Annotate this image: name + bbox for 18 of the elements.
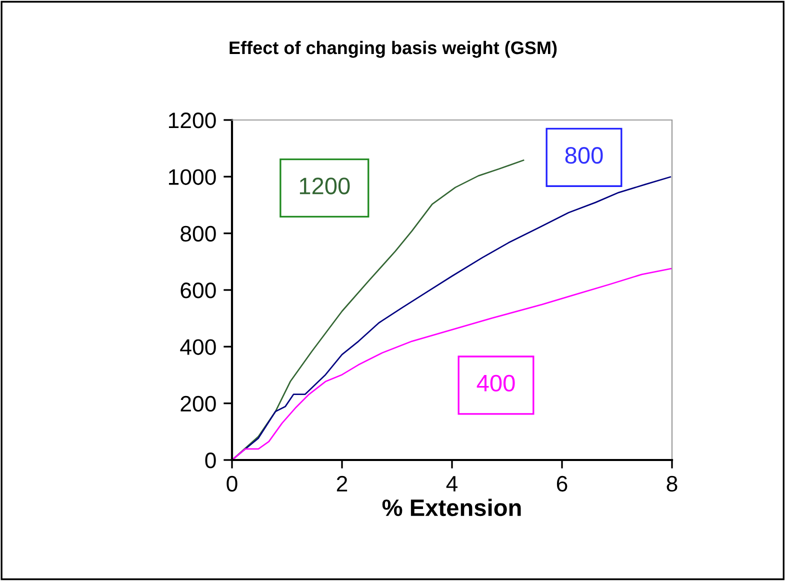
x-tick-label: 6 — [556, 476, 568, 492]
y-tick-label: 1200 — [168, 112, 216, 128]
y-tick-label: 400 — [180, 339, 216, 355]
x-tick-label: 0 — [226, 476, 238, 492]
series-label: 800 — [565, 147, 603, 164]
y-tick-label: 800 — [180, 226, 216, 242]
x-tick-label: 2 — [336, 476, 348, 492]
text: 400 — [476, 374, 515, 392]
x-axis-title: % Extension — [382, 498, 521, 516]
y-tick-label: 1000 — [168, 169, 216, 185]
y-tick-label: 0 — [205, 452, 216, 468]
x-tick-label: 4 — [446, 476, 458, 492]
chart-title: Effect of changing basis weight (GSM) — [230, 40, 557, 58]
x-tick-label: 8 — [666, 476, 678, 492]
y-tick-label: 200 — [180, 396, 216, 412]
text: 1200 — [300, 178, 350, 194]
y-tick-label: 600 — [180, 282, 216, 298]
line-series — [232, 160, 524, 460]
